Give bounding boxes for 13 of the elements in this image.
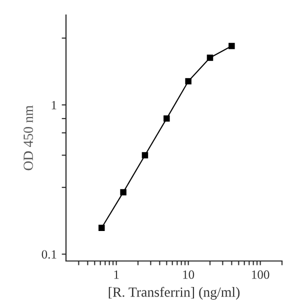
x-tick-label: 1: [114, 270, 119, 279]
point: [164, 115, 170, 122]
x-tick-label: 100: [252, 270, 270, 279]
y-axis-title: OD 450 nm: [24, 105, 33, 170]
point: [228, 42, 235, 50]
point: [185, 78, 192, 84]
x-tick-label: 10: [183, 270, 194, 279]
point: [98, 224, 105, 232]
point: [206, 54, 214, 61]
x-axis-title: [R. Transferrin] (ng/ml): [108, 286, 240, 300]
y-tick-label: 0.1: [42, 250, 56, 259]
point: [142, 152, 148, 158]
point: [120, 189, 126, 196]
